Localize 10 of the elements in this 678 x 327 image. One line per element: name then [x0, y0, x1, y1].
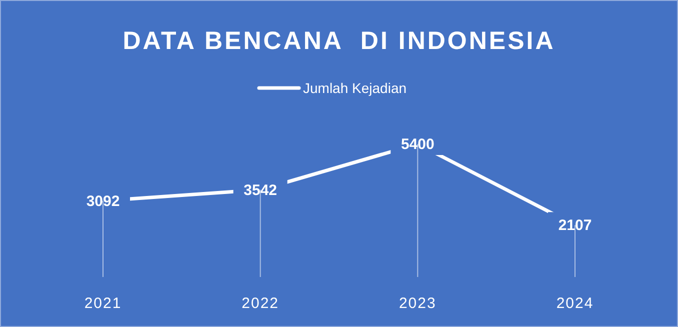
chart-title: DATA BENCANA DI INDONESIA [122, 27, 556, 55]
x-tick-label: 2024 [556, 295, 594, 312]
data-label: 2107 [558, 217, 592, 234]
data-label: 3542 [244, 182, 278, 199]
legend-label: Jumlah Kejadian [303, 80, 407, 96]
data-label: 3092 [86, 192, 120, 210]
data-label: 5400 [400, 136, 434, 153]
x-tick-label: 2023 [398, 295, 436, 312]
x-tick-label: 2021 [84, 295, 122, 312]
x-tick-label: 2022 [242, 295, 280, 312]
